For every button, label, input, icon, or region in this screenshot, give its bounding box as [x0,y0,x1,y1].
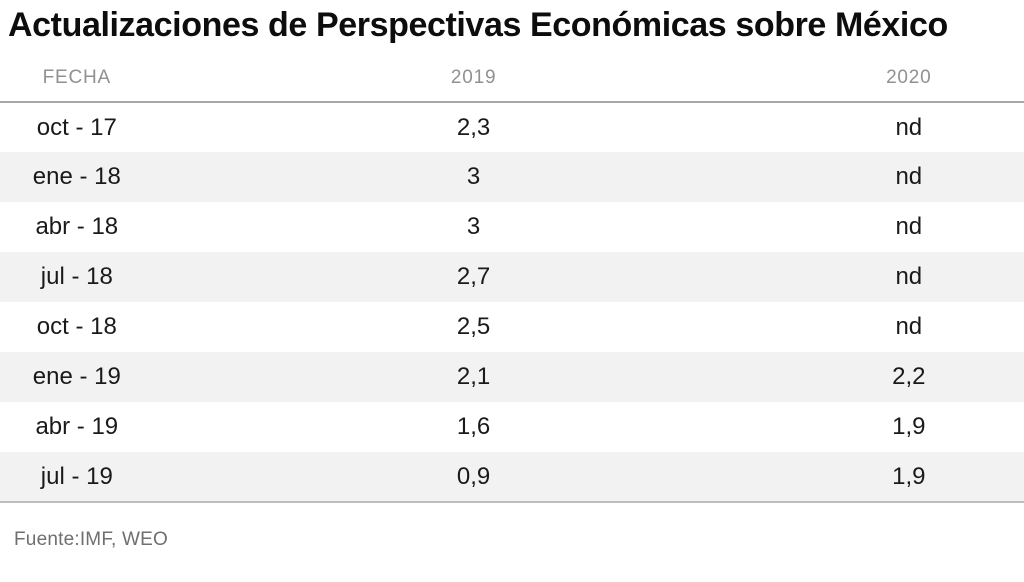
table-cell: 1,9 [892,413,926,441]
table-cell: 2,7 [456,263,491,291]
table-row: abr - 18 3 nd [0,202,1024,252]
column-header-fecha: FECHA [0,58,154,104]
table-cell: 2,3 [456,113,491,141]
table-row: ene - 19 2,1 2,2 [0,352,1024,403]
table-cell: 1,9 [793,452,1024,504]
source-note: Fuente:IMF, WEO [14,529,168,551]
table-cell: ene - 18 [32,163,121,191]
page-title: Actualizaciones de Perspectivas Económic… [8,6,948,44]
table-cell: jul - 18 [40,263,113,291]
table-cell: nd [895,263,923,291]
table-cell: 2,1 [456,363,491,391]
table-cell: ene - 19 [32,363,121,391]
table-cell: 3 [466,213,481,241]
table-cell: 1,6 [456,413,491,441]
table-cell: jul - 19 [0,452,154,504]
table-row: jul - 19 0,9 1,9 [0,452,1024,504]
table-cell: nd [895,313,923,341]
table-row: ene - 18 3 nd [0,152,1024,203]
table-cell: oct - 17 [36,113,117,141]
header-row: FECHA 2019 2020 [0,58,1024,104]
table-cell: abr - 18 [35,213,119,241]
table-row: oct - 18 2,5 nd [0,302,1024,352]
column-header-2019: 2019 [153,58,794,104]
table-cell: nd [895,213,923,241]
table-cell: 2,2 [892,363,926,391]
table-cell: nd [895,163,923,191]
table-row: oct - 17 2,3 nd [0,102,1024,152]
economic-outlook-infographic: Actualizaciones de Perspectivas Económic… [0,5,1024,582]
table-cell: 2,5 [456,313,491,341]
table-cell: abr - 19 [35,413,119,441]
table-cell: oct - 18 [36,313,117,341]
column-header-2020: 2020 [793,58,1024,104]
table-row: jul - 18 2,7 nd [0,252,1024,303]
table-row: abr - 19 1,6 1,9 [0,402,1024,452]
table-cell: 3 [466,163,481,191]
forecast-table: FECHA 2019 2020 oct - 17 2,3 nd ene - 18 3 nd… [0,58,1024,504]
table-cell: 0,9 [153,452,794,504]
table-cell: nd [895,113,923,141]
